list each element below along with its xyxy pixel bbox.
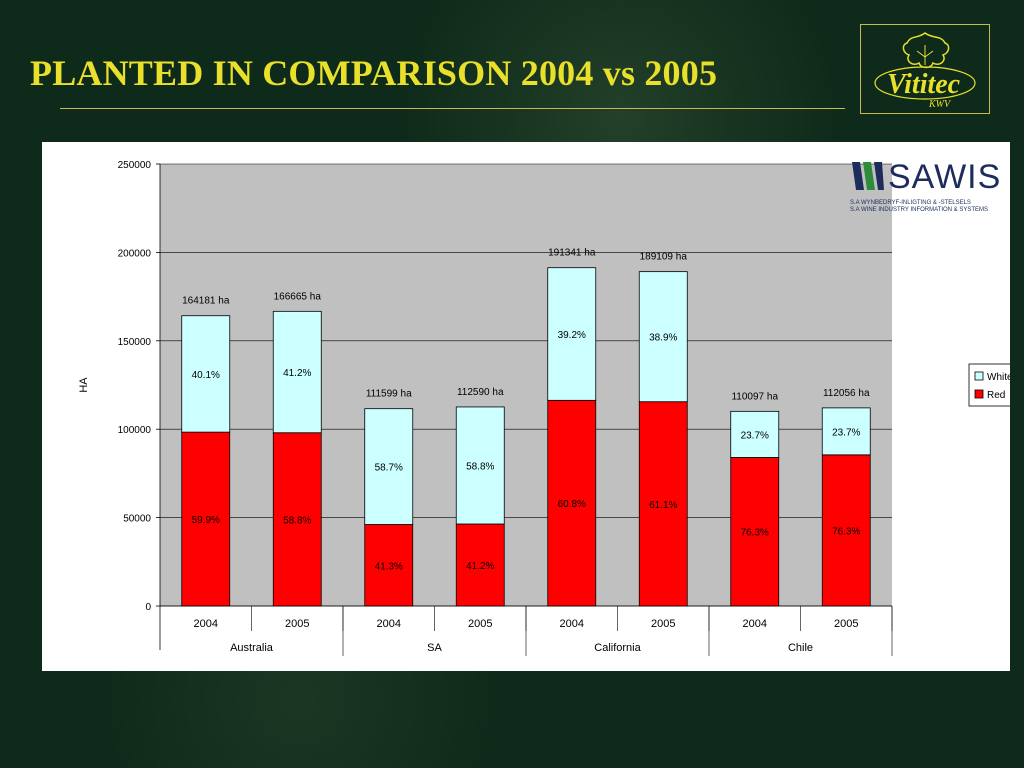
sawis-logo-name: SAWIS (888, 158, 1002, 196)
data-label-red: 61.1% (649, 500, 677, 511)
bar-red (455, 523, 505, 607)
data-label-white: 23.7% (741, 430, 769, 441)
stacked-bar-chart: 0 50000 100000 150000 200000 250000 HA 59.9% 40.… (78, 160, 1024, 656)
total-label: 112056 ha (823, 388, 870, 399)
data-label-white: 23.7% (832, 427, 860, 438)
data-label-white: 58.8% (466, 461, 494, 472)
data-label-white: 38.9% (649, 333, 677, 344)
sawis-mark-icon (852, 162, 884, 190)
y-axis-label: HA (78, 377, 90, 393)
total-label: 191341 ha (548, 248, 596, 259)
bar-red (364, 524, 414, 607)
x-tick-label: 2005 (834, 618, 858, 630)
legend-swatch-red (974, 389, 984, 399)
bar-white (455, 406, 505, 525)
x-tick-label: 2005 (651, 618, 675, 630)
sawis-logo: SAWIS S.A WYNBEDRYF-INLIGTING & -STELSEL… (850, 158, 1010, 218)
y-tick-label: 50000 (123, 514, 151, 525)
data-label-red: 76.3% (741, 528, 769, 539)
bar-white (272, 310, 322, 434)
group-label: SA (427, 642, 442, 654)
total-label: 110097 ha (731, 391, 778, 402)
sawis-tagline-english: S.A WINE INDUSTRY INFORMATION & SYSTEMS (850, 207, 989, 213)
y-tick-label: 0 (145, 602, 151, 613)
data-label-red: 60.8% (558, 499, 586, 510)
slide-title: PLANTED IN COMPARISON 2004 vs 2005 (30, 53, 718, 93)
bar-red (547, 399, 597, 607)
vititec-logo: Vititec KWV (860, 24, 990, 114)
group-label: Chile (788, 642, 813, 654)
total-label: 189109 ha (640, 252, 688, 263)
bar-white (181, 315, 231, 433)
bar-white (547, 267, 597, 401)
data-label-red: 41.3% (375, 561, 403, 572)
total-label: 166665 ha (274, 291, 322, 302)
x-tick-label: 2004 (743, 618, 767, 630)
bar-red (638, 401, 688, 607)
data-label-white: 39.2% (558, 330, 586, 341)
vititec-logo-subtext: KWV (929, 99, 951, 110)
sawis-tagline-afrikaans: S.A WYNBEDRYF-INLIGTING & -STELSELS (850, 200, 971, 206)
legend-label-red: Red (987, 390, 1005, 401)
legend-swatch-white (974, 371, 984, 381)
y-tick-label: 200000 (118, 248, 152, 259)
group-label: California (594, 642, 641, 654)
data-label-white: 58.7% (375, 463, 403, 474)
bar-white (730, 410, 780, 458)
data-label-red: 76.3% (832, 526, 860, 537)
x-tick-label: 2004 (560, 618, 584, 630)
group-label: Australia (230, 642, 274, 654)
total-label: 111599 ha (366, 389, 412, 400)
bar-white (364, 408, 414, 525)
data-label-white: 41.2% (283, 368, 311, 379)
bar-white (821, 407, 871, 456)
data-label-white: 40.1% (192, 370, 220, 381)
bar-red (821, 454, 871, 607)
vititec-logo-text: Vititec (887, 69, 961, 100)
x-tick-label: 2004 (377, 618, 401, 630)
y-tick-label: 250000 (118, 160, 152, 171)
x-tick-label: 2005 (468, 618, 492, 630)
y-tick-label: 150000 (118, 337, 152, 348)
x-tick-label: 2004 (194, 618, 218, 630)
plot-area (160, 164, 892, 606)
title-divider (60, 108, 845, 109)
total-label: 112590 ha (457, 387, 504, 398)
bar-red (730, 457, 780, 607)
data-label-red: 41.2% (466, 561, 494, 572)
bar-red (181, 431, 231, 607)
chart-panel: 0 50000 100000 150000 200000 250000 HA 59.9% 40.… (42, 142, 1024, 671)
total-label: 164181 ha (182, 296, 230, 307)
grape-leaf-icon (874, 32, 976, 100)
data-label-red: 59.9% (192, 515, 220, 526)
bar-white (638, 271, 688, 403)
x-tick-label: 2005 (285, 618, 309, 630)
legend-label-white: White (987, 372, 1010, 383)
y-tick-label: 100000 (118, 425, 152, 436)
data-label-red: 58.8% (283, 515, 311, 526)
